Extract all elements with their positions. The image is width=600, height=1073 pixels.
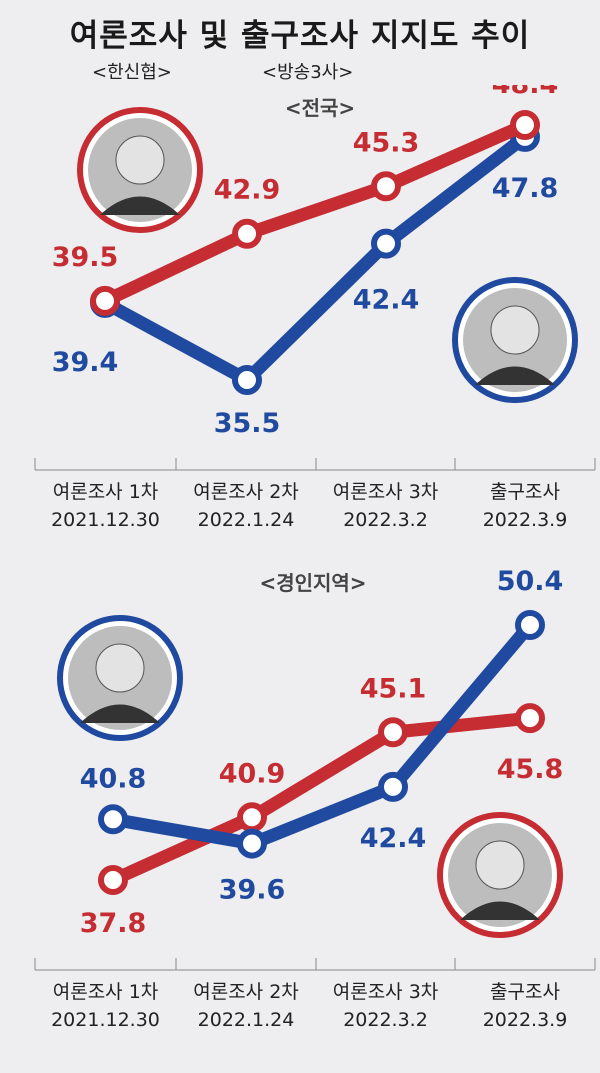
blue-data-point [237,828,267,859]
blue-data-label: 35.5 [214,408,281,439]
gyeongin-chart-panel: <경인지역> 37.8 40.9 45.1 45.8 40.8 39.6 42.4 50.4 여론… [34,566,596,1031]
candidate-blue-portrait-face [490,305,540,355]
blue-data-label: 47.8 [492,173,559,204]
blue-series-line [106,618,537,851]
red-series-line [98,118,532,308]
red-data-point [378,717,408,748]
red-data-label: 45.3 [353,127,420,158]
red-data-point [515,703,545,734]
red-data-label: 40.9 [219,758,286,789]
candidate-red-portrait-face [115,135,165,185]
blue-data-point [515,610,545,640]
red-data-label: 39.5 [52,242,119,273]
red-data-label: 45.1 [360,673,427,704]
red-series-line [106,711,537,887]
x-tick-label: 여론조사 2차 [193,481,299,503]
x-tick-label: 여론조사 3차 [333,981,439,1003]
x-tick-label: 여론조사 3차 [333,481,439,503]
blue-data-point [232,365,262,395]
x-tick-date: 2022.3.9 [483,509,568,531]
red-data-point [232,218,262,249]
x-tick-label: 여론조사 1차 [53,481,159,503]
red-data-label: 37.8 [80,908,147,939]
red-data-point [90,285,120,316]
x-tick-label: 여론조사 1차 [53,981,159,1003]
blue-data-label: 40.8 [80,763,147,794]
x-tick-label: 출구조사 [490,981,560,1003]
x-tick-date: 2021.12.30 [51,1009,160,1031]
blue-data-label: 39.6 [219,875,286,906]
blue-data-label: 50.4 [497,566,564,597]
national-chart-panel: <전국> 39.4 35.5 42.4 47.8 39.5 42.9 45.3 48.4 여론조사… [34,85,596,531]
source-label-left: <한신협> [92,62,172,83]
candidate-red-portrait-suit [460,901,540,920]
x-tick-date: 2022.3.9 [483,1009,568,1031]
red-data-point [371,171,401,202]
blue-data-label: 42.4 [353,285,420,316]
x-tick-date: 2022.3.2 [343,1009,428,1031]
candidate-red-portrait-suit [100,196,180,215]
x-tick-label: 여론조사 2차 [193,981,299,1003]
candidate-blue-portrait-suit [80,704,160,723]
red-data-label: 45.8 [497,754,564,785]
blue-data-point [378,771,408,802]
red-data-point [237,802,267,833]
x-tick-date: 2022.1.24 [198,1009,295,1031]
blue-data-label: 42.4 [360,823,427,854]
x-tick-date: 2022.3.2 [343,509,428,531]
red-data-label: 48.4 [492,85,559,100]
blue-data-point [371,228,401,259]
candidate-blue-portrait-face [95,643,145,693]
red-data-point [510,110,540,140]
x-tick-label: 출구조사 [490,481,560,503]
panel-title: <경인지역> [259,571,366,595]
blue-data-point [98,804,128,835]
panel-title: <전국> [285,96,355,120]
chart-title: 여론조사 및 출구조사 지지도 추이 [69,18,531,54]
candidate-red-portrait-face [475,840,525,890]
red-data-label: 42.9 [214,175,281,206]
x-tick-date: 2022.1.24 [198,509,295,531]
x-tick-date: 2021.12.30 [51,509,160,531]
blue-data-label: 39.4 [52,347,119,378]
source-label-right: <방송3사> [262,62,354,83]
red-data-point [98,865,128,895]
blue-series-line [98,130,532,387]
candidate-blue-portrait-suit [475,366,555,385]
